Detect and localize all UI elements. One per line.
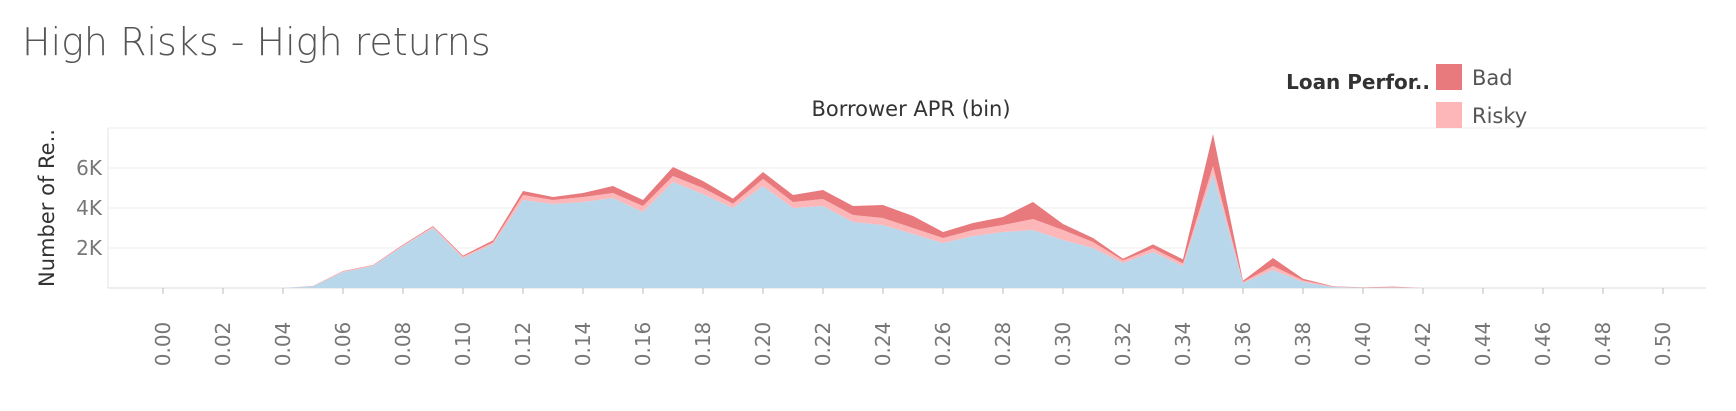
- x-tick-label: 0.02: [211, 322, 235, 367]
- x-tick-label: 0.38: [1291, 322, 1315, 367]
- x-tick-label: 0.46: [1531, 322, 1555, 367]
- y-tick-label: 6K: [76, 156, 103, 180]
- y-axis-title: Number of Re..: [35, 129, 59, 287]
- legend-swatch-bad: [1436, 64, 1462, 90]
- x-tick-label: 0.08: [391, 322, 415, 367]
- x-tick-label: 0.12: [511, 322, 535, 367]
- x-tick-label: 0.20: [751, 322, 775, 367]
- x-tick-label: 0.22: [811, 322, 835, 367]
- x-tick-label: 0.16: [631, 322, 655, 367]
- x-tick-label: 0.10: [451, 322, 475, 367]
- chart-title: High Risks - High returns: [22, 20, 491, 64]
- x-tick-label: 0.32: [1111, 322, 1135, 367]
- legend-title: Loan Perfor..: [1286, 70, 1430, 94]
- x-axis-title: Borrower APR (bin): [811, 97, 1010, 121]
- x-tick-label: 0.50: [1651, 322, 1675, 367]
- x-tick-label: 0.14: [571, 322, 595, 367]
- x-tick-label: 0.44: [1471, 322, 1495, 367]
- area-series-0: [163, 174, 1663, 288]
- x-tick-label: 0.34: [1171, 322, 1195, 367]
- x-tick-label: 0.36: [1231, 322, 1255, 367]
- legend-label-bad: Bad: [1472, 66, 1513, 90]
- x-tick-label: 0.18: [691, 322, 715, 367]
- x-tick-label: 0.24: [871, 322, 895, 367]
- y-tick-label: 2K: [76, 236, 103, 260]
- x-tick-label: 0.28: [991, 322, 1015, 367]
- x-tick-label: 0.40: [1351, 322, 1375, 367]
- x-tick-label: 0.06: [331, 322, 355, 367]
- y-tick-label: 4K: [76, 196, 103, 220]
- x-tick-label: 0.26: [931, 322, 955, 367]
- x-tick-label: 0.04: [271, 322, 295, 367]
- x-tick-label: 0.42: [1411, 322, 1435, 367]
- x-tick-label: 0.48: [1591, 322, 1615, 367]
- x-tick-label: 0.00: [151, 322, 175, 367]
- x-tick-label: 0.30: [1051, 322, 1075, 367]
- legend-label-risky: Risky: [1472, 104, 1528, 128]
- legend-swatch-risky: [1436, 102, 1462, 128]
